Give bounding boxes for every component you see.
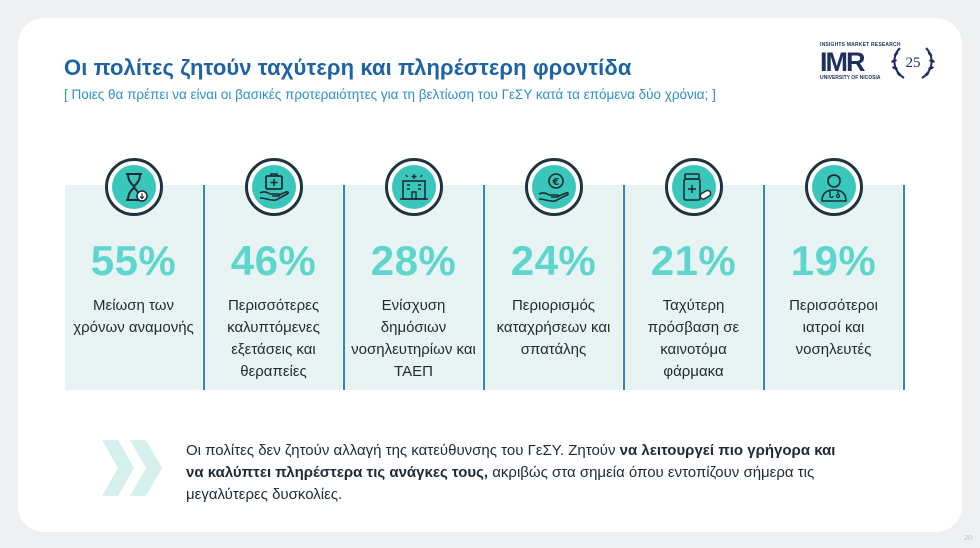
page-number: 20	[964, 535, 972, 542]
priority-percent: 24%	[510, 237, 597, 284]
survey-question: [ Ποιες θα πρέπει να είναι οι βασικές πρ…	[64, 87, 716, 102]
priority-label: Μείωση των χρόνων αναμονής	[73, 297, 194, 336]
logo-top-text: INSIGHTS MARKET RESEARCH	[820, 42, 901, 48]
panel-divider	[203, 185, 205, 390]
hourglass-icon	[126, 173, 148, 202]
priority-label: Περισσότερες καλυπτόμενες εξετάσεις και …	[227, 297, 320, 380]
priority-panel-public-hospitals: 28% Ενίσχυση δημόσιων νοσηλευτηρίων και …	[345, 158, 482, 390]
doctor-icon	[821, 174, 847, 202]
logo-anniversary: 25	[906, 55, 921, 71]
hospital-building-icon	[400, 174, 428, 200]
laurel-icon: 25	[891, 47, 935, 79]
logo-name: IMR	[820, 47, 865, 77]
priority-panel-waste: € 24% Περιορισμός καταχρήσεων και σπατάλ…	[485, 158, 622, 390]
priority-percent: 46%	[230, 237, 317, 284]
double-chevron-icon	[102, 440, 162, 496]
priority-label: Ταχύτερη πρόσβαση σε καινοτόμα φάρμακα	[647, 297, 740, 380]
medical-kit-hand-icon	[259, 173, 289, 202]
priority-percent: 28%	[370, 237, 457, 284]
imr-logo: INSIGHTS MARKET RESEARCH IMR UNIVERSITY …	[820, 42, 938, 82]
conclusion-emphasis: να λειτουργεί πιο γρήγορα και να καλύπτε…	[186, 442, 836, 481]
priority-panel-waiting-times: 55% Μείωση των χρόνων αναμονής	[65, 158, 202, 390]
panel-divider	[623, 185, 625, 390]
priority-label: Περιορισμός καταχρήσεων και σπατάλης	[496, 297, 611, 358]
conclusion-note: Οι πολίτες δεν ζητούν αλλαγή της κατεύθυ…	[186, 442, 836, 503]
priority-panel-coverage: 46% Περισσότερες καλυπτόμενες εξετάσεις …	[205, 158, 342, 390]
panel-divider	[483, 185, 485, 390]
priority-percent: 55%	[90, 237, 177, 284]
priority-panel-innovative-drugs: 21% Ταχύτερη πρόσβαση σε καινοτόμα φάρμα…	[625, 158, 762, 390]
priority-label: Ενίσχυση δημόσιων νοσηλευτηρίων και ΤΑΕΠ	[351, 297, 476, 380]
page-title: Οι πολίτες ζητούν ταχύτερη και πληρέστερ…	[64, 55, 632, 80]
priority-panel-staff: 19% Περισσότεροι ιατροί και νοσηλευτές	[765, 158, 902, 390]
priority-label: Περισσότεροι ιατροί και νοσηλευτές	[789, 297, 878, 358]
panel-divider	[903, 185, 905, 390]
panel-divider	[343, 185, 345, 390]
panel-divider	[763, 185, 765, 390]
medicine-bottle-icon	[683, 173, 712, 201]
svg-text:€: €	[552, 177, 560, 188]
euro-hand-icon: €	[538, 173, 569, 203]
logo-bottom-text: UNIVERSITY OF NICOSIA	[820, 75, 881, 81]
priority-percent: 19%	[790, 237, 877, 284]
priority-percent: 21%	[650, 237, 737, 284]
priorities-panels: 55% Μείωση των χρόνων αναμονής 46% Περισ…	[65, 158, 905, 390]
